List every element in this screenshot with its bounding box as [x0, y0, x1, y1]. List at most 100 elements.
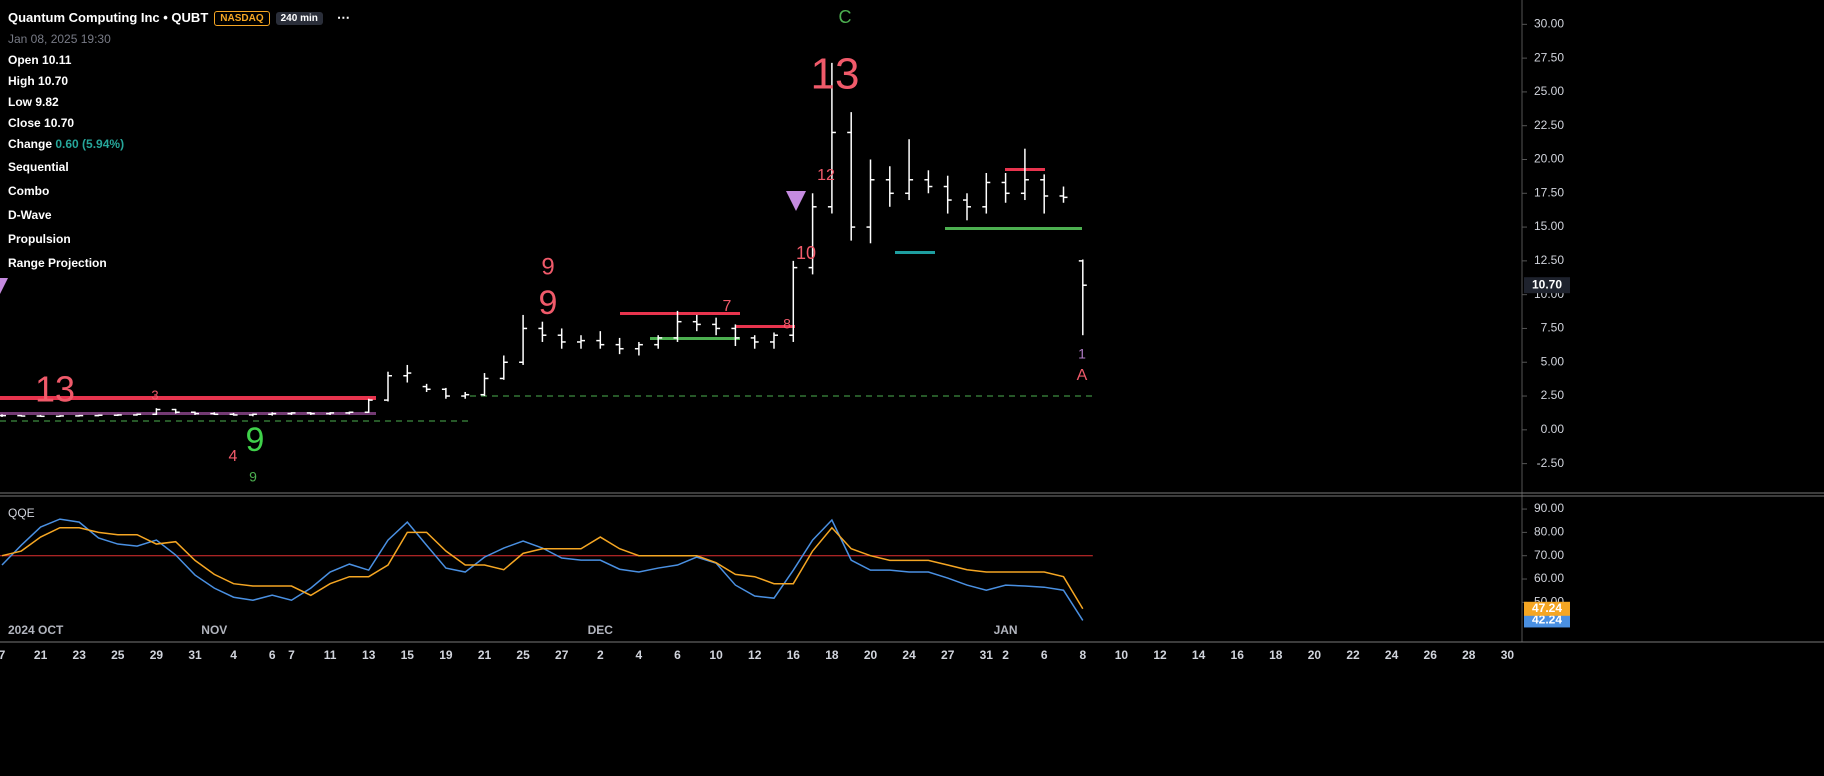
menu-dots[interactable]: ⋯ [336, 10, 350, 25]
ohlc-value: 10.70 [44, 116, 75, 130]
annotation: 10 [796, 243, 816, 263]
y-tick-label: 17.50 [1534, 185, 1564, 199]
sell-signal [0, 278, 8, 294]
x-tick-label: 25 [516, 648, 530, 662]
y-tick-label: 25.00 [1534, 84, 1564, 98]
last-price-tag [1524, 277, 1570, 294]
y-tick-label: 15.00 [1534, 219, 1564, 233]
month-label: DEC [588, 623, 614, 637]
ohlc-value: 10.70 [38, 74, 69, 88]
x-tick-label: 25 [111, 648, 125, 662]
ohlc-label: Close [8, 116, 41, 130]
annotation: 4 [229, 448, 238, 465]
indicator-name[interactable]: Sequential [8, 160, 69, 174]
ohlc-value: 0.60 (5.94%) [55, 137, 125, 151]
indicator-name[interactable]: D-Wave [8, 208, 52, 222]
x-tick-label: 18 [1269, 648, 1283, 662]
x-tick-label: 30 [1501, 648, 1515, 662]
header: Quantum Computing Inc • QUBT NASDAQ 240 mi… [8, 10, 350, 26]
x-tick-label: 26 [1424, 648, 1438, 662]
ohlc-value: 10.11 [42, 53, 72, 67]
x-tick-label: 6 [269, 648, 276, 662]
x-tick-label: 24 [902, 648, 916, 662]
tdst-line [945, 227, 1082, 230]
x-tick-label: 31 [188, 648, 202, 662]
interval-badge[interactable]: 240 min [275, 12, 323, 25]
annotation: 9 [246, 421, 265, 459]
month-label: NOV [201, 623, 227, 637]
x-tick-label: 21 [34, 648, 48, 662]
ohlc-label: High [8, 74, 35, 88]
y-tick-label: 80.00 [1534, 525, 1564, 539]
indicator-name[interactable]: Combo [8, 184, 50, 198]
x-tick-label: 6 [1041, 648, 1048, 662]
x-tick-label: 13 [362, 648, 376, 662]
x-tick-label: 8 [1079, 648, 1086, 662]
annotation: 1 [1078, 346, 1086, 362]
y-tick-label: 7.50 [1541, 321, 1565, 335]
annotation: A [1077, 367, 1088, 384]
annotation: 8 [783, 316, 791, 332]
exchange-badge[interactable]: NASDAQ [214, 11, 270, 26]
tdst-line [0, 412, 376, 415]
x-tick-label: 19 [439, 648, 453, 662]
y-tick-label: 5.00 [1541, 354, 1565, 368]
x-tick-label: 16 [1231, 648, 1245, 662]
x-tick-label: 4 [230, 648, 237, 662]
x-tick-label: 7 [0, 648, 6, 662]
indicator-name[interactable]: Range Projection [8, 256, 107, 270]
y-tick-label: 70.00 [1534, 548, 1564, 562]
value-tag [1524, 613, 1570, 628]
tdst-line [620, 312, 740, 315]
y-tick-label: 0.00 [1541, 422, 1565, 436]
x-tick-label: 2 [1002, 648, 1009, 662]
ohlc-label: Low [8, 95, 32, 109]
annotation: 13 [35, 369, 75, 410]
annotation: 9 [539, 284, 558, 322]
ohlc-row: Close 10.70 [8, 116, 74, 130]
x-tick-label: 15 [401, 648, 415, 662]
y-tick-label: 12.50 [1534, 253, 1564, 267]
x-tick-label: 2 [597, 648, 604, 662]
y-tick-label: 60.00 [1534, 571, 1564, 585]
x-tick-label: 29 [150, 648, 164, 662]
y-tick-label: 90.00 [1534, 501, 1564, 515]
annotation: 13 [811, 50, 860, 99]
x-tick-label: 18 [825, 648, 839, 662]
value-tag-label: 42.24 [1532, 613, 1562, 627]
last-price-label: 10.70 [1532, 277, 1562, 291]
x-tick-label: 28 [1462, 648, 1476, 662]
annotation: 9 [249, 469, 257, 485]
ohlc-label: Change [8, 137, 53, 151]
x-tick-label: 23 [73, 648, 87, 662]
ohlc-row: Change 0.60 (5.94%) [8, 137, 124, 151]
x-tick-label: 20 [864, 648, 878, 662]
annotation: C [839, 7, 852, 27]
x-tick-label: 31 [980, 648, 994, 662]
annotation: 3 [151, 387, 158, 402]
x-tick-label: 20 [1308, 648, 1322, 662]
sell-signal [786, 191, 806, 211]
x-tick-label: 4 [636, 648, 643, 662]
x-tick-label: 12 [748, 648, 762, 662]
month-label: 2024 OCT [8, 623, 64, 637]
x-tick-label: 24 [1385, 648, 1399, 662]
indicator-name[interactable]: Propulsion [8, 232, 71, 246]
x-tick-label: 12 [1153, 648, 1167, 662]
x-tick-label: 10 [709, 648, 723, 662]
ohlc-value: 9.82 [35, 95, 59, 109]
x-tick-label: 27 [555, 648, 569, 662]
ohlc-row: Low 9.82 [8, 95, 59, 109]
datetime: Jan 08, 2025 19:30 [8, 32, 111, 46]
tdst-line [895, 251, 935, 254]
x-tick-label: 10 [1115, 648, 1129, 662]
annotation: 12 [817, 167, 835, 184]
y-tick-label: 30.00 [1534, 17, 1564, 31]
tdst-line [0, 396, 376, 400]
x-tick-label: 14 [1192, 648, 1206, 662]
y-tick-label: 2.50 [1541, 388, 1565, 402]
y-tick-label: 22.50 [1534, 118, 1564, 132]
